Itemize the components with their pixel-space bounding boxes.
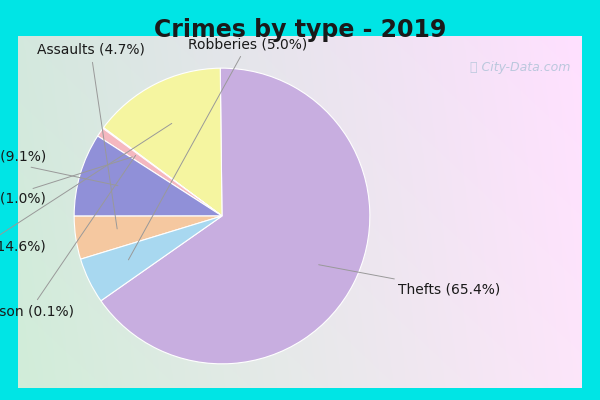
Wedge shape [80, 216, 222, 301]
Wedge shape [98, 128, 222, 216]
Text: Thefts (65.4%): Thefts (65.4%) [319, 265, 500, 296]
Text: Rapes (1.0%): Rapes (1.0%) [0, 157, 133, 206]
Wedge shape [101, 68, 370, 364]
Text: ⓘ City-Data.com: ⓘ City-Data.com [470, 61, 571, 74]
Text: Crimes by type - 2019: Crimes by type - 2019 [154, 18, 446, 42]
Text: Robberies (5.0%): Robberies (5.0%) [128, 37, 307, 260]
Wedge shape [74, 136, 222, 216]
Text: Arson (0.1%): Arson (0.1%) [0, 156, 136, 319]
Wedge shape [103, 68, 222, 216]
Text: Burglaries (14.6%): Burglaries (14.6%) [0, 124, 172, 254]
Wedge shape [103, 128, 222, 216]
Text: Auto thefts (9.1%): Auto thefts (9.1%) [0, 150, 118, 186]
Wedge shape [74, 216, 222, 259]
Text: Assaults (4.7%): Assaults (4.7%) [37, 43, 145, 229]
